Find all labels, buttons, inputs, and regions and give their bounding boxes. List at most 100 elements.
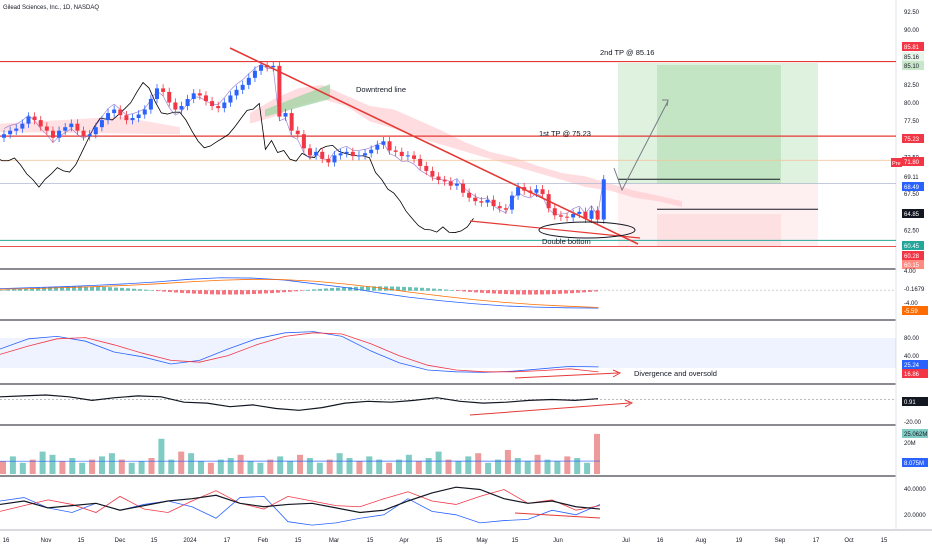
candle[interactable] (363, 149, 368, 160)
macd-pane[interactable] (0, 277, 896, 309)
candle[interactable] (50, 126, 55, 142)
candle[interactable] (124, 110, 129, 125)
candle[interactable] (136, 110, 141, 123)
candle[interactable] (326, 154, 331, 167)
candle[interactable] (87, 129, 92, 141)
candle[interactable] (106, 108, 111, 125)
candle[interactable] (93, 122, 98, 139)
candle[interactable] (503, 204, 508, 214)
candle[interactable] (20, 119, 25, 133)
candle[interactable] (387, 137, 392, 155)
lower-trend-line[interactable] (469, 220, 641, 239)
horizontal-levels[interactable] (0, 60, 896, 247)
candle[interactable] (436, 172, 441, 185)
candle[interactable] (479, 196, 484, 207)
candle[interactable] (14, 124, 19, 135)
candle[interactable] (210, 96, 215, 111)
profit-zone-box[interactable] (618, 63, 818, 184)
candle[interactable] (2, 129, 6, 142)
candle[interactable] (344, 147, 349, 158)
candle[interactable] (38, 115, 43, 131)
candle[interactable] (412, 151, 417, 164)
candle[interactable] (595, 206, 600, 224)
dmi-pane[interactable] (0, 486, 601, 526)
candle[interactable] (454, 179, 459, 190)
candle[interactable] (485, 195, 490, 207)
candle[interactable] (99, 115, 104, 132)
candle[interactable] (179, 101, 184, 114)
volume-pane[interactable] (0, 433, 601, 474)
candle[interactable] (32, 112, 37, 125)
candle[interactable] (583, 207, 588, 224)
candle[interactable] (161, 84, 166, 97)
candle[interactable] (601, 175, 606, 224)
candle[interactable] (565, 212, 570, 222)
candle[interactable] (81, 126, 86, 141)
candle[interactable] (228, 91, 233, 107)
candle[interactable] (234, 85, 239, 100)
candle[interactable] (461, 179, 465, 197)
candle[interactable] (118, 105, 123, 120)
candle[interactable] (405, 151, 410, 161)
candle[interactable] (57, 126, 62, 142)
candle[interactable] (240, 80, 245, 95)
candle[interactable] (418, 154, 423, 171)
candle[interactable] (393, 146, 398, 157)
candle[interactable] (44, 122, 49, 135)
candle[interactable] (203, 91, 208, 106)
candle[interactable] (130, 113, 135, 125)
candle[interactable] (283, 108, 288, 121)
candle[interactable] (167, 87, 172, 107)
candle[interactable] (246, 73, 251, 90)
candle[interactable] (191, 89, 196, 104)
candle[interactable] (320, 147, 325, 164)
price-pane[interactable]: Downtrend line Double bottom 1st TP @ 75… (0, 47, 896, 247)
candle[interactable] (289, 108, 294, 135)
candle[interactable] (148, 94, 153, 114)
candle[interactable] (155, 84, 159, 104)
candle[interactable] (424, 161, 429, 176)
candle[interactable] (314, 147, 319, 160)
candle[interactable] (301, 129, 306, 153)
projection-arrow[interactable] (613, 100, 669, 192)
candle[interactable] (197, 89, 202, 100)
candle[interactable] (338, 149, 343, 160)
candle[interactable] (26, 112, 31, 128)
stochastic-pane[interactable] (0, 331, 896, 373)
candle[interactable] (491, 195, 496, 211)
oscillator-pane[interactable] (0, 394, 896, 411)
candle[interactable] (448, 177, 453, 190)
candle[interactable] (8, 126, 13, 139)
candle[interactable] (356, 151, 361, 161)
candle[interactable] (271, 61, 276, 72)
candle[interactable] (308, 144, 312, 160)
candle[interactable] (552, 204, 557, 220)
candle[interactable] (430, 166, 435, 181)
candle[interactable] (442, 175, 447, 186)
divergence-arrows[interactable] (469, 369, 634, 519)
candle[interactable] (222, 98, 227, 113)
candle[interactable] (540, 184, 545, 199)
candle[interactable] (467, 188, 472, 202)
candle[interactable] (75, 119, 80, 135)
candle[interactable] (497, 201, 502, 213)
candle[interactable] (473, 193, 478, 206)
candlesticks[interactable] (2, 60, 606, 224)
candle[interactable] (173, 98, 178, 114)
candle[interactable] (332, 151, 337, 167)
candle[interactable] (369, 145, 374, 158)
candle[interactable] (350, 147, 355, 161)
candle[interactable] (571, 209, 576, 222)
candle[interactable] (381, 137, 386, 150)
candle[interactable] (589, 206, 594, 224)
double-bottom-ellipse[interactable] (538, 221, 636, 239)
candle[interactable] (69, 119, 74, 132)
candle[interactable] (252, 66, 257, 83)
candle[interactable] (142, 105, 147, 119)
candle[interactable] (399, 147, 404, 161)
candle[interactable] (112, 105, 117, 118)
candle[interactable] (558, 211, 563, 221)
candle[interactable] (216, 101, 221, 113)
candle[interactable] (63, 122, 68, 135)
